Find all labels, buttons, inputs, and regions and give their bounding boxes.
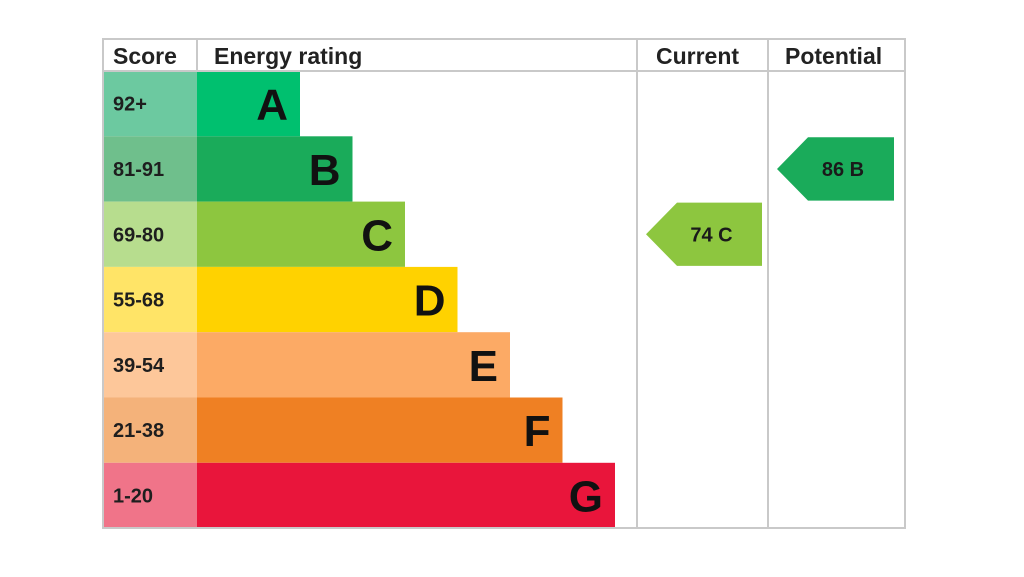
rating-letter-b: B <box>309 146 341 195</box>
score-cell-e <box>103 332 197 398</box>
rating-bar-a <box>197 71 300 137</box>
table-border <box>102 38 906 529</box>
score-cell-b <box>103 136 197 202</box>
score-range-d: 55-68 <box>113 290 164 312</box>
score-range-e: 39-54 <box>113 355 165 377</box>
table-grid <box>102 38 906 529</box>
score-range-f: 21-38 <box>113 420 164 442</box>
header-score: Score <box>113 43 177 69</box>
rating-letter-e: E <box>469 342 498 391</box>
header-energy-rating: Energy rating <box>214 43 362 69</box>
header-current: Current <box>656 43 739 69</box>
rating-bar-d <box>197 266 458 333</box>
rating-bands: 92+ A 81-91 B 69-80 C 55-68 D 39-54 E 21-38 F 1-20 G <box>103 71 615 529</box>
rating-arrows: 74 C 86 B <box>646 137 894 266</box>
score-range-b: 81-91 <box>113 159 164 181</box>
rating-letter-c: C <box>361 211 393 260</box>
current-rating-arrow <box>646 202 762 266</box>
rating-bar-c <box>197 201 405 267</box>
rating-letter-g: G <box>569 472 603 521</box>
rating-bar-f <box>197 397 563 463</box>
score-range-g: 1-20 <box>113 485 153 507</box>
current-rating-label: 74 C <box>690 224 732 246</box>
rating-letter-a: A <box>256 81 288 130</box>
potential-rating-label: 86 B <box>822 159 864 181</box>
score-cell-a <box>103 71 197 137</box>
rating-letter-f: F <box>524 407 551 456</box>
score-range-a: 92+ <box>113 94 147 116</box>
rating-bar-e <box>197 332 510 398</box>
score-cell-f <box>103 397 197 463</box>
score-cell-d <box>103 266 197 333</box>
rating-letter-d: D <box>414 277 446 326</box>
score-range-c: 69-80 <box>113 224 164 246</box>
score-cell-c <box>103 201 197 267</box>
header-potential: Potential <box>785 43 882 69</box>
rating-bar-g <box>197 462 615 529</box>
score-cell-g <box>103 462 197 529</box>
potential-rating-arrow <box>777 137 894 201</box>
rating-bar-b <box>197 136 353 202</box>
